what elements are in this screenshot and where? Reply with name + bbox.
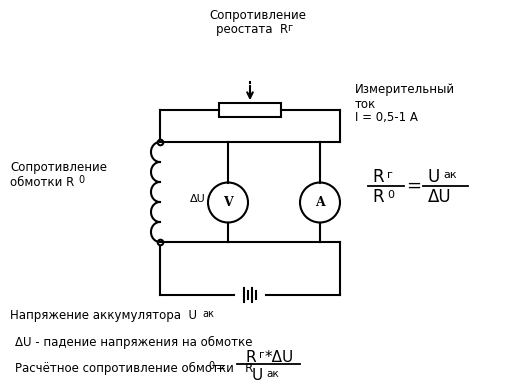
Text: 0: 0	[387, 190, 394, 200]
Text: ак: ак	[443, 170, 457, 180]
Text: Расчётное сопротивление обмотки   R: Расчётное сопротивление обмотки R	[15, 362, 253, 374]
Text: 0: 0	[208, 361, 214, 371]
Text: U: U	[251, 369, 263, 383]
Text: Измерительный: Измерительный	[355, 83, 455, 96]
Circle shape	[300, 183, 340, 223]
Text: =: =	[216, 362, 226, 374]
Text: R: R	[372, 168, 384, 186]
Text: ΔU: ΔU	[428, 188, 452, 206]
Text: I = 0,5-1 А: I = 0,5-1 А	[355, 112, 418, 124]
Text: Сопротивление: Сопротивление	[10, 161, 107, 174]
Text: Напряжение аккумулятора  U: Напряжение аккумулятора U	[10, 310, 197, 323]
Text: г: г	[287, 23, 292, 33]
Text: ΔU: ΔU	[190, 195, 206, 204]
Text: ток: ток	[355, 98, 376, 110]
Text: реостата  R: реостата R	[216, 23, 288, 37]
Text: г: г	[259, 350, 265, 360]
Text: 0: 0	[78, 175, 84, 185]
Text: ак: ак	[266, 369, 279, 379]
Bar	[219, 103, 281, 117]
Text: U: U	[428, 168, 440, 186]
Circle shape	[208, 183, 248, 223]
Text: г: г	[387, 170, 393, 180]
Text: обмотки R: обмотки R	[10, 176, 74, 188]
Text: A: A	[315, 196, 325, 209]
Text: =: =	[407, 177, 422, 195]
Text: *ΔU: *ΔU	[265, 349, 294, 365]
Text: V: V	[223, 196, 233, 209]
Text: R: R	[372, 188, 384, 206]
Text: Сопротивление: Сопротивление	[210, 9, 306, 21]
Text: ΔU - падение напряжения на обмотке: ΔU - падение напряжения на обмотке	[15, 335, 253, 349]
Text: R: R	[245, 349, 256, 365]
Text: ак: ак	[202, 309, 214, 319]
